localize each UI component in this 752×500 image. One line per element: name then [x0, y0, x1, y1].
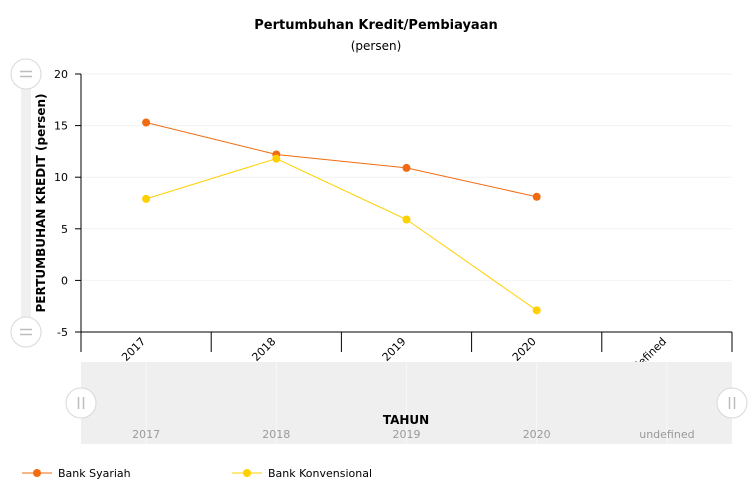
y-scroll-handle-top[interactable]	[10, 58, 42, 90]
data-point[interactable]	[272, 154, 281, 163]
grid	[81, 73, 732, 333]
y-tick-label: 5	[61, 223, 68, 236]
scroll-label: 2018	[262, 428, 290, 441]
legend-marker[interactable]	[33, 469, 41, 477]
legend: Bank Syariah Bank Konvensional	[22, 467, 372, 480]
y-tick-label: 10	[54, 171, 68, 184]
y-axis-title: PERTUMBUHAN KREDIT (persen)	[34, 94, 48, 313]
x-tick-label: 2020	[510, 335, 539, 364]
y-tick-label: 0	[61, 274, 68, 287]
x-tick-label: 2019	[380, 335, 409, 364]
data-point[interactable]	[402, 215, 411, 224]
x-tick-label: 2018	[249, 335, 278, 364]
y-tick-label: 15	[54, 120, 68, 133]
data-point[interactable]	[532, 306, 541, 315]
y-scrollbar-track[interactable]	[21, 74, 31, 332]
x-tick-label: 2017	[119, 335, 148, 364]
chart-title: Pertumbuhan Kredit/Pembiayaan	[254, 18, 497, 33]
data-point[interactable]	[402, 163, 411, 172]
legend-marker[interactable]	[243, 469, 251, 477]
series-group	[142, 118, 541, 315]
series-line	[145, 158, 537, 311]
legend-label[interactable]: Bank Konvensional	[268, 467, 372, 480]
x-scroll-handle-left[interactable]	[65, 387, 97, 419]
data-point[interactable]	[142, 118, 151, 127]
x-scrollbar-labels: 2017 2018 2019 2020 undefined	[132, 428, 694, 441]
data-point[interactable]	[142, 194, 151, 203]
y-scroll-handle-bottom[interactable]	[10, 316, 42, 348]
scroll-label: 2020	[523, 428, 551, 441]
series-line	[145, 122, 537, 198]
legend-label[interactable]: Bank Syariah	[58, 467, 131, 480]
data-point[interactable]	[532, 192, 541, 201]
x-scrollbar-preview	[145, 362, 668, 444]
x-scroll-handle-right[interactable]	[716, 387, 748, 419]
y-tick-label: 20	[54, 68, 68, 81]
scroll-label: 2019	[393, 428, 421, 441]
chart-subtitle: (persen)	[351, 39, 402, 53]
y-tick-label: -5	[57, 326, 68, 339]
x-axis-title: TAHUN	[383, 413, 429, 427]
scroll-label: 2017	[132, 428, 160, 441]
scroll-label: undefined	[639, 428, 694, 441]
y-axis-ticks: 20 15 10 5 0 -5	[54, 68, 81, 339]
